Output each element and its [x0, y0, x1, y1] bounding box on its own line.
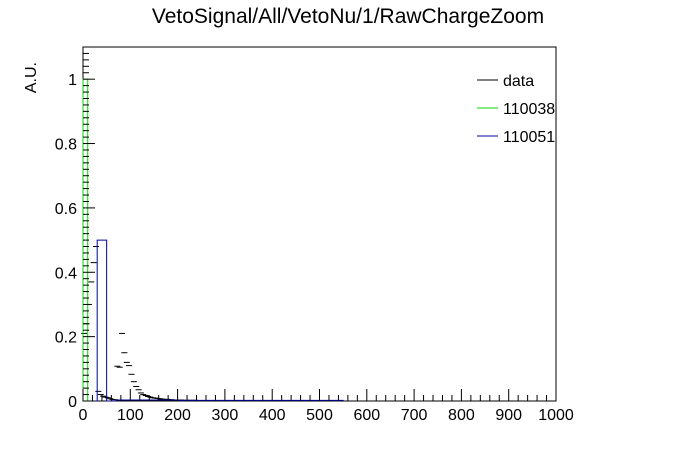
y-tick-label: 0.8 — [55, 137, 77, 154]
y-tick-label: 1 — [68, 72, 77, 89]
x-tick-label: 900 — [495, 407, 522, 424]
x-tick-label: 1000 — [538, 407, 574, 424]
x-tick-label: 600 — [353, 407, 380, 424]
x-tick-label: 800 — [448, 407, 475, 424]
plot-frame — [82, 46, 557, 402]
x-tick-label: 200 — [164, 407, 191, 424]
legend-entry: 110038 — [503, 101, 555, 118]
legend-entry: data — [503, 73, 534, 90]
axes: 0 100 200 300 400 500 600 700 800 900 1000 0 0.2 0.4 0… — [55, 46, 574, 424]
legend: data 110038 110051 — [477, 73, 555, 146]
y-tick-label: 0.4 — [55, 265, 77, 282]
x-tick-label: 500 — [306, 407, 333, 424]
y-tick-label: 0.6 — [55, 201, 77, 218]
x-tick-label: 400 — [259, 407, 286, 424]
y-axis-label: A.U. — [23, 62, 40, 93]
chart-title: VetoSignal/All/VetoNu/1/RawChargeZoom — [152, 5, 544, 28]
series-110051-step — [83, 239, 344, 402]
y-tick-label: 0.2 — [55, 330, 77, 347]
x-tick-label: 700 — [401, 407, 428, 424]
x-tick-label: 0 — [79, 407, 88, 424]
x-tick-label: 100 — [117, 407, 144, 424]
plot-marks — [81, 78, 344, 402]
legend-entry: 110051 — [503, 129, 555, 146]
y-tick-label: 0 — [68, 394, 77, 411]
x-tick-label: 300 — [212, 407, 239, 424]
